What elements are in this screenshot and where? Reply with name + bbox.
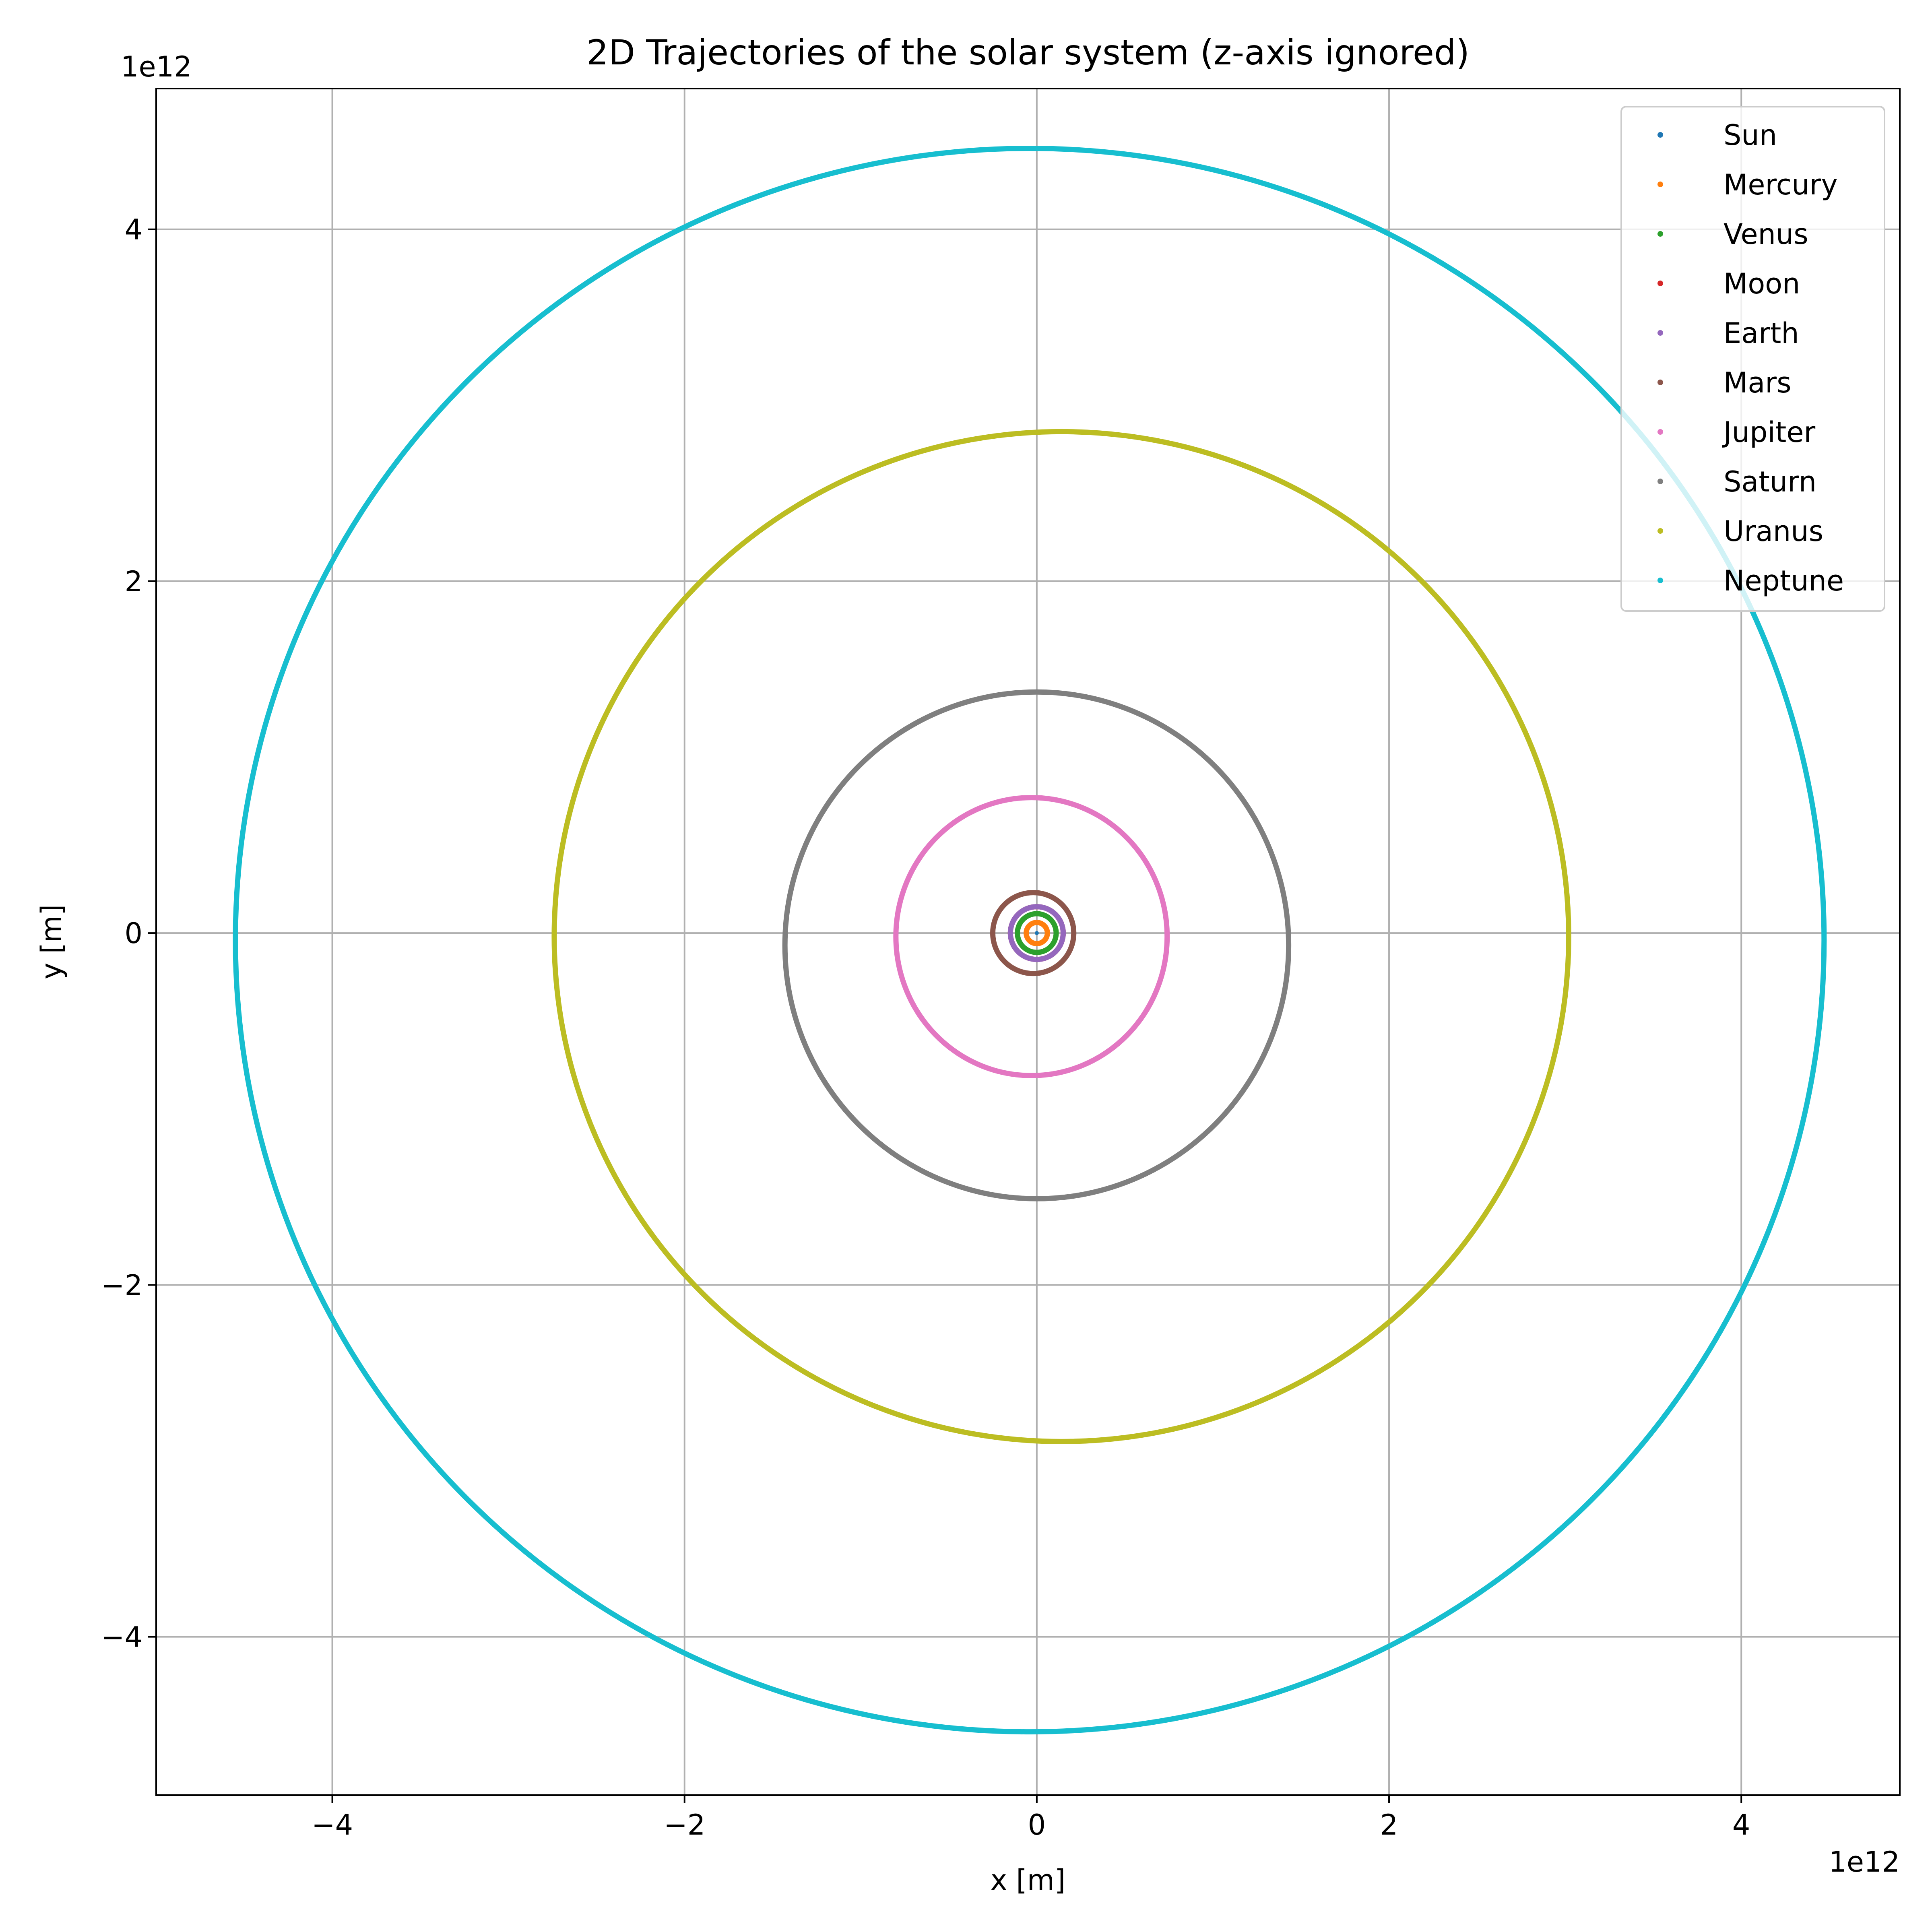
x-tick-label: 2 bbox=[1380, 1808, 1398, 1841]
y-tick-label: 2 bbox=[124, 565, 142, 598]
legend-label: Moon bbox=[1724, 267, 1800, 300]
orbit-mercury bbox=[1024, 920, 1050, 946]
legend-label: Venus bbox=[1724, 218, 1808, 251]
legend-label: Neptune bbox=[1724, 564, 1844, 597]
orbit-mars bbox=[990, 890, 1077, 976]
legend-label: Sun bbox=[1724, 119, 1777, 152]
x-tick-label: −2 bbox=[664, 1808, 705, 1841]
legend-label: Mercury bbox=[1724, 168, 1838, 201]
legend-label: Earth bbox=[1724, 317, 1799, 350]
x-axis-label: x [m] bbox=[991, 1864, 1065, 1897]
plot-area-frame bbox=[155, 88, 1901, 1796]
legend-marker bbox=[1657, 281, 1663, 286]
axis-ticks: −4 −2 0 2 4 −4 −2 0 2 4 bbox=[101, 213, 1750, 1841]
x-axis-offset-text: 1e12 bbox=[1829, 1845, 1900, 1878]
legend-label: Jupiter bbox=[1722, 416, 1815, 449]
orbit-uranus bbox=[551, 429, 1571, 1444]
orbit-venus bbox=[1015, 911, 1059, 955]
y-axis-offset-text: 1e12 bbox=[121, 50, 192, 83]
chart-title: 2D Trajectories of the solar system (z-a… bbox=[586, 33, 1470, 73]
legend-marker bbox=[1657, 182, 1663, 187]
legend-marker bbox=[1657, 578, 1663, 583]
y-tick-label: −2 bbox=[101, 1269, 142, 1302]
legend: Sun Mercury Venus Moon Earth Mars Jupiter Satur… bbox=[1620, 106, 1885, 612]
y-tick-label: −4 bbox=[101, 1621, 142, 1654]
legend-label: Uranus bbox=[1724, 515, 1823, 548]
legend-label: Mars bbox=[1724, 366, 1792, 399]
orbit-jupiter bbox=[893, 795, 1170, 1078]
orbit-saturn bbox=[782, 689, 1292, 1201]
legend-frame bbox=[1620, 106, 1885, 612]
x-tick-label: 0 bbox=[1028, 1808, 1046, 1841]
orbit-trajectories bbox=[233, 146, 1827, 1735]
x-tick-label: −4 bbox=[312, 1808, 353, 1841]
legend-marker bbox=[1657, 231, 1663, 237]
legend-marker bbox=[1657, 429, 1663, 435]
y-tick-label: 4 bbox=[124, 213, 142, 246]
x-tick-label: 4 bbox=[1732, 1808, 1750, 1841]
orbit-sun bbox=[1034, 931, 1039, 935]
legend-marker bbox=[1657, 380, 1663, 385]
orbit-neptune bbox=[233, 146, 1827, 1735]
legend-marker bbox=[1657, 528, 1663, 534]
y-axis-label: y [m] bbox=[35, 904, 68, 979]
y-tick-label: 0 bbox=[124, 917, 142, 950]
orbit-earth bbox=[1007, 904, 1066, 962]
legend-marker bbox=[1657, 132, 1663, 138]
legend-marker bbox=[1657, 479, 1663, 484]
legend-label: Saturn bbox=[1724, 465, 1816, 498]
legend-marker bbox=[1657, 330, 1663, 336]
